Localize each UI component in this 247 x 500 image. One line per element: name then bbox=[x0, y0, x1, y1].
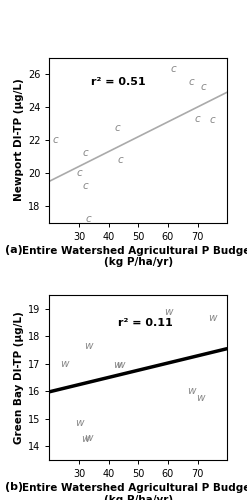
Y-axis label: Green Bay DI-TP (μg/L): Green Bay DI-TP (μg/L) bbox=[14, 311, 24, 444]
Text: w: w bbox=[113, 360, 122, 370]
Text: w: w bbox=[187, 386, 196, 396]
Text: (b): (b) bbox=[5, 482, 23, 492]
Y-axis label: Newport DI-TP (μg/L): Newport DI-TP (μg/L) bbox=[14, 78, 24, 202]
Text: c: c bbox=[195, 114, 201, 124]
Text: c: c bbox=[76, 168, 82, 178]
Text: w: w bbox=[84, 433, 92, 443]
Text: c: c bbox=[82, 181, 88, 191]
Text: w: w bbox=[60, 359, 68, 369]
Text: c: c bbox=[189, 78, 195, 88]
X-axis label: Entire Watershed Agricultural P Budget
(kg P/ha/yr): Entire Watershed Agricultural P Budget (… bbox=[22, 246, 247, 268]
Text: c: c bbox=[52, 135, 58, 145]
Text: r² = 0.11: r² = 0.11 bbox=[118, 318, 172, 328]
Text: r² = 0.51: r² = 0.51 bbox=[91, 78, 145, 88]
Text: c: c bbox=[82, 148, 88, 158]
Text: w: w bbox=[75, 418, 83, 428]
Text: c: c bbox=[115, 124, 121, 134]
Text: w: w bbox=[164, 306, 172, 316]
Text: w: w bbox=[81, 434, 89, 444]
Text: c: c bbox=[171, 64, 177, 74]
Text: w: w bbox=[208, 314, 217, 324]
Text: w: w bbox=[116, 360, 125, 370]
Text: c: c bbox=[85, 214, 91, 224]
Text: c: c bbox=[209, 115, 215, 125]
Text: c: c bbox=[201, 82, 206, 92]
Text: w: w bbox=[84, 341, 92, 351]
X-axis label: Entire Watershed Agricultural P Budget
(kg P/ha/yr): Entire Watershed Agricultural P Budget (… bbox=[22, 483, 247, 500]
Text: (a): (a) bbox=[5, 245, 23, 255]
Text: c: c bbox=[118, 155, 124, 165]
Text: w: w bbox=[196, 393, 205, 403]
